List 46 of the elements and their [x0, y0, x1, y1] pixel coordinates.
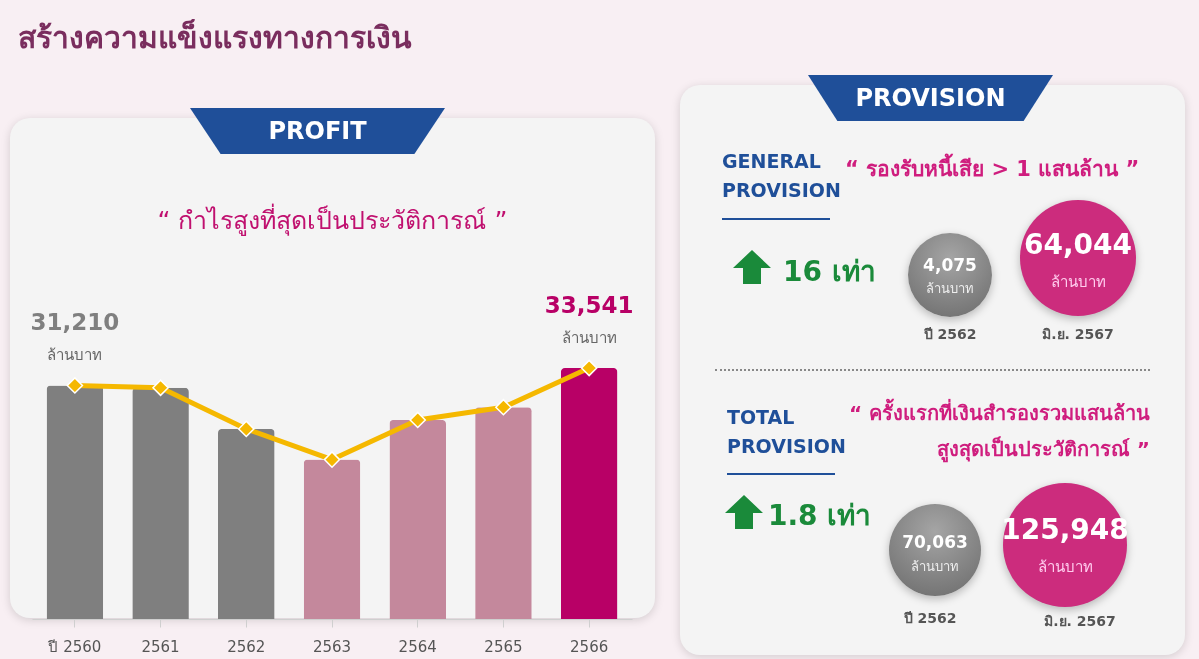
text: TOTAL PROVISION [727, 406, 846, 457]
point [66, 377, 84, 394]
x-tick-label: 2566 [570, 637, 609, 656]
text: 16 เท่า [783, 254, 876, 290]
point [409, 411, 427, 429]
x-tick-label: ปี 2560 [47, 637, 102, 656]
chart-subtitle: “ กำไรสูงที่สุดเป็นประวัติการณ์ ” [156, 202, 509, 238]
text: 4,075 [923, 255, 977, 275]
annotation: ล้านบาท [561, 329, 617, 347]
text: มิ.ย. 2567 [1041, 325, 1115, 344]
bar [218, 428, 275, 619]
point [323, 451, 341, 468]
text: ล้านบาท [1049, 272, 1107, 293]
bar [46, 385, 104, 619]
chart-title: PROFIT [190, 108, 445, 154]
text: PROVISION [808, 75, 1053, 121]
x-tick-label: 2564 [398, 637, 437, 656]
x-tick-label: 2565 [484, 637, 523, 656]
bar [303, 459, 361, 619]
point [580, 359, 598, 377]
bar [132, 387, 189, 619]
text: ล้านบาท [1036, 557, 1094, 578]
bar [475, 407, 532, 619]
data-label: 33,541 [544, 292, 634, 318]
point [237, 420, 255, 438]
data-label: 31,210 [30, 309, 120, 336]
bar [560, 368, 618, 619]
point [495, 398, 512, 416]
x-tick-label: 2563 [312, 637, 352, 656]
bar [389, 419, 446, 619]
x-tick-label: 2562 [227, 637, 266, 656]
x-tick-label: 2561 [141, 637, 180, 656]
text: ปี 2562 [902, 609, 958, 628]
text: “ รองรับหนี้เสีย > 1 แสนล้าน ” [845, 152, 1141, 183]
text: 1.8 เท่า [768, 498, 872, 534]
text: 70,063 [902, 532, 968, 552]
text: สร้างความแข็งแรงทางการเงิน [18, 18, 412, 57]
text: 125,948 [1000, 513, 1130, 546]
point [152, 379, 169, 397]
text: ปี 2562 [922, 325, 978, 344]
text: ล้านบาท [926, 281, 974, 296]
annotation: ล้านบาท [47, 346, 103, 365]
text: 64,044 [1022, 228, 1134, 261]
text: GENERAL PROVISION [722, 150, 841, 201]
text: ล้านบาท [910, 558, 960, 576]
text: มิ.ย. 2567 [1043, 612, 1117, 631]
